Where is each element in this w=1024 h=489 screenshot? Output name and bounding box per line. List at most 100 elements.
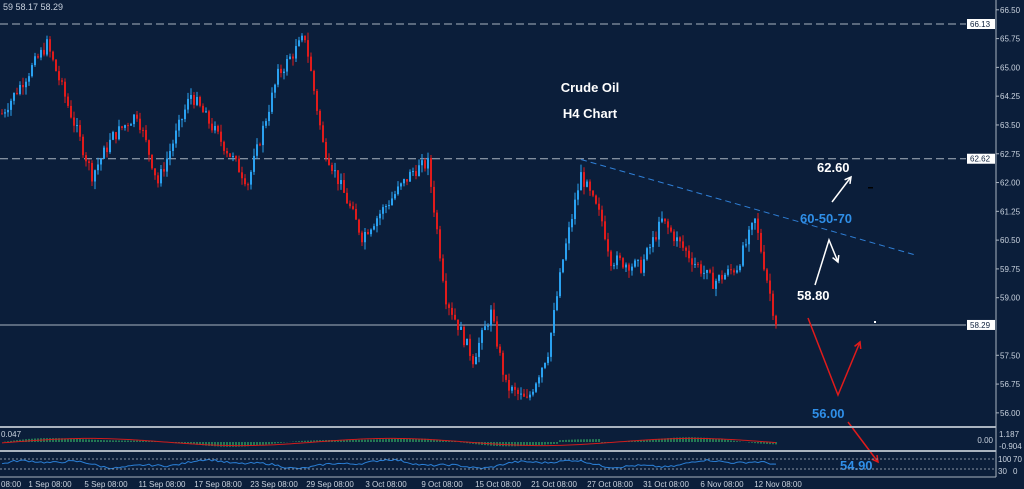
candle-body (697, 263, 699, 265)
candle-body (364, 232, 366, 243)
candle-body (373, 226, 375, 230)
candle-body (589, 181, 591, 191)
candle-body (271, 92, 273, 112)
candle-body (115, 132, 117, 140)
candle-body (124, 125, 126, 128)
candle-body (130, 124, 132, 126)
candle-body (307, 40, 309, 57)
annotation-60-50-70: 60-50-70 (800, 211, 852, 226)
candle-body (148, 140, 150, 155)
candle-body (325, 141, 327, 158)
candle-body (532, 391, 534, 395)
x-tick-label: 27 Oct 08:00 (587, 480, 633, 489)
candle-body (412, 171, 414, 173)
candle-body (322, 125, 324, 142)
candle-body (733, 270, 735, 273)
candle-body (685, 247, 687, 251)
level-label-box (967, 319, 995, 330)
candle-body (511, 386, 513, 391)
candle-body (745, 244, 747, 246)
candle-body (721, 275, 723, 280)
candle-body (520, 393, 522, 395)
candle-body (454, 314, 456, 320)
y-tick-label: 61.25 (1000, 207, 1021, 216)
y-tick-label: 64.25 (1000, 92, 1021, 101)
candle-body (730, 269, 732, 271)
candle-body (355, 208, 357, 220)
candle-body (514, 386, 516, 390)
candle-body (211, 123, 213, 131)
candle-body (595, 195, 597, 204)
candle-body (748, 229, 750, 245)
candle-body (592, 190, 594, 196)
macd-scale-top: 1.187 (999, 430, 1020, 439)
osc-scale-0: 0 (1013, 467, 1018, 476)
candle-body (253, 155, 255, 172)
candle-body (556, 296, 558, 311)
candle-body (709, 269, 711, 273)
marker (868, 187, 873, 189)
candle-body (439, 229, 441, 259)
candle-body (193, 95, 195, 105)
candle-body (535, 383, 537, 392)
candle-body (1, 113, 3, 115)
candle-body (154, 168, 156, 176)
candle-body (481, 330, 483, 343)
candle-body (220, 131, 222, 142)
candle-body (214, 125, 216, 131)
osc-scale-30: 30 (998, 467, 1007, 476)
candle-body (565, 243, 567, 260)
candle-body (184, 109, 186, 120)
candle-body (250, 171, 252, 185)
y-tick-label: 59.00 (1000, 294, 1021, 303)
candle-body (235, 156, 237, 159)
candle-body (166, 158, 168, 172)
candle-body (202, 105, 204, 113)
candle-body (292, 56, 294, 59)
candle-body (613, 265, 615, 267)
candle-body (223, 141, 225, 151)
candle-body (670, 227, 672, 232)
y-tick-label: 56.75 (1000, 380, 1021, 389)
candle-body (274, 84, 276, 93)
candle-body (571, 219, 573, 228)
candle-body (67, 96, 69, 106)
arrow-up-icon (831, 176, 852, 203)
level-label-box (967, 19, 995, 29)
candle-body (34, 56, 36, 66)
arrow-red-v-icon (807, 317, 861, 398)
candle-body (652, 237, 654, 248)
candle-body (508, 379, 510, 391)
macd-scale-bot: -0.904 (999, 442, 1022, 451)
candle-body (241, 172, 243, 179)
candle-body (466, 338, 468, 346)
candle-body (424, 160, 426, 169)
candle-body (619, 255, 621, 259)
candle-body (706, 269, 708, 273)
candle-body (487, 325, 489, 327)
annotation-56-00: 56.00 (812, 406, 845, 421)
candle-body (478, 342, 480, 357)
candle-body (298, 40, 300, 47)
candle-body (109, 139, 111, 153)
candle-body (394, 194, 396, 199)
candle-body (418, 165, 420, 176)
candle-body (97, 164, 99, 171)
candle-body (295, 46, 297, 59)
ohlc-readout: 59 58.17 58.29 (3, 2, 63, 12)
x-tick-label: 5 Sep 08:00 (84, 480, 128, 489)
candle-body (79, 125, 81, 137)
candle-body (262, 125, 264, 146)
candle-body (142, 129, 144, 131)
candle-body (106, 147, 108, 153)
candle-body (598, 203, 600, 210)
candle-body (484, 326, 486, 331)
candle-body (547, 356, 549, 363)
candle-body (625, 264, 627, 268)
candle-body (421, 160, 423, 166)
candle-body (460, 326, 462, 330)
x-tick-label: 23 Sep 08:00 (250, 480, 298, 489)
annotation-62-60: 62.60 (817, 160, 850, 175)
candle-body (442, 258, 444, 281)
candle-body (490, 309, 492, 326)
